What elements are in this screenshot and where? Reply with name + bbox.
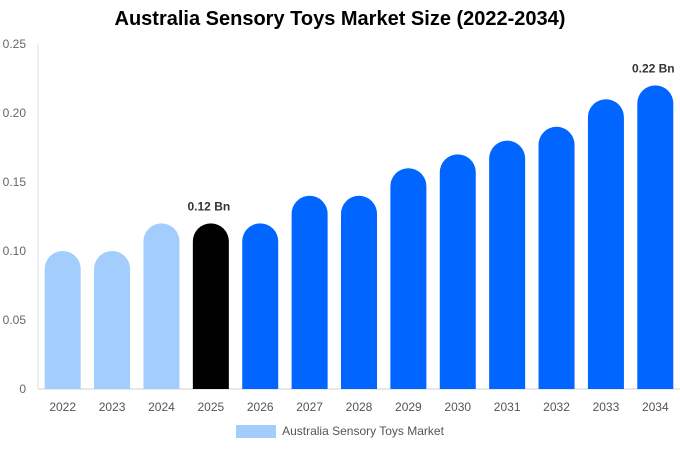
x-tick-label: 2027 <box>296 400 323 414</box>
bar-2029 <box>390 168 427 389</box>
legend-label: Australia Sensory Toys Market <box>282 424 444 438</box>
x-tick-label: 2029 <box>395 400 422 414</box>
bar-2030 <box>439 154 476 389</box>
x-tick-label: 2026 <box>247 400 274 414</box>
x-tick-label: 2025 <box>197 400 224 414</box>
bar-2024 <box>143 223 180 389</box>
x-tick-label: 2028 <box>346 400 373 414</box>
bar-2025 <box>192 223 229 389</box>
bar-2031 <box>489 140 526 389</box>
legend-swatch <box>236 424 277 438</box>
x-tick-label: 2031 <box>494 400 521 414</box>
bar-2022 <box>44 251 81 389</box>
x-tick-label: 2034 <box>642 400 669 414</box>
bar-2033 <box>587 99 624 389</box>
data-label: 0.12 Bn <box>188 199 231 213</box>
bar-2023 <box>94 251 131 389</box>
bar-2027 <box>291 195 328 389</box>
x-tick-label: 2033 <box>593 400 620 414</box>
y-tick-label: 0.20 <box>3 106 27 120</box>
x-tick-label: 2030 <box>444 400 471 414</box>
x-tick-label: 2023 <box>99 400 126 414</box>
y-tick-label: 0.05 <box>3 313 27 327</box>
bar-2032 <box>538 126 575 389</box>
y-tick-label: 0 <box>19 382 26 396</box>
x-tick-label: 2024 <box>148 400 175 414</box>
bar-2034 <box>637 85 674 390</box>
y-tick-label: 0.15 <box>3 175 27 189</box>
chart-title: Australia Sensory Toys Market Size (2022… <box>114 8 566 30</box>
axes: 0 0.05 0.10 0.15 0.20 0.25 2022 2023 2024 2025 202… <box>3 37 680 414</box>
y-tick-label: 0.25 <box>3 37 27 51</box>
y-tick-label: 0.10 <box>3 244 27 258</box>
x-tick-label: 2032 <box>543 400 570 414</box>
labels: 0.12 Bn 0.22 Bn <box>188 61 675 213</box>
legend: Australia Sensory Toys Market <box>0 424 680 438</box>
bars <box>44 85 674 390</box>
bar-2028 <box>341 195 377 389</box>
data-label: 0.22 Bn <box>632 61 675 75</box>
bar-2026 <box>242 223 279 389</box>
x-tick-label: 2022 <box>49 400 76 414</box>
